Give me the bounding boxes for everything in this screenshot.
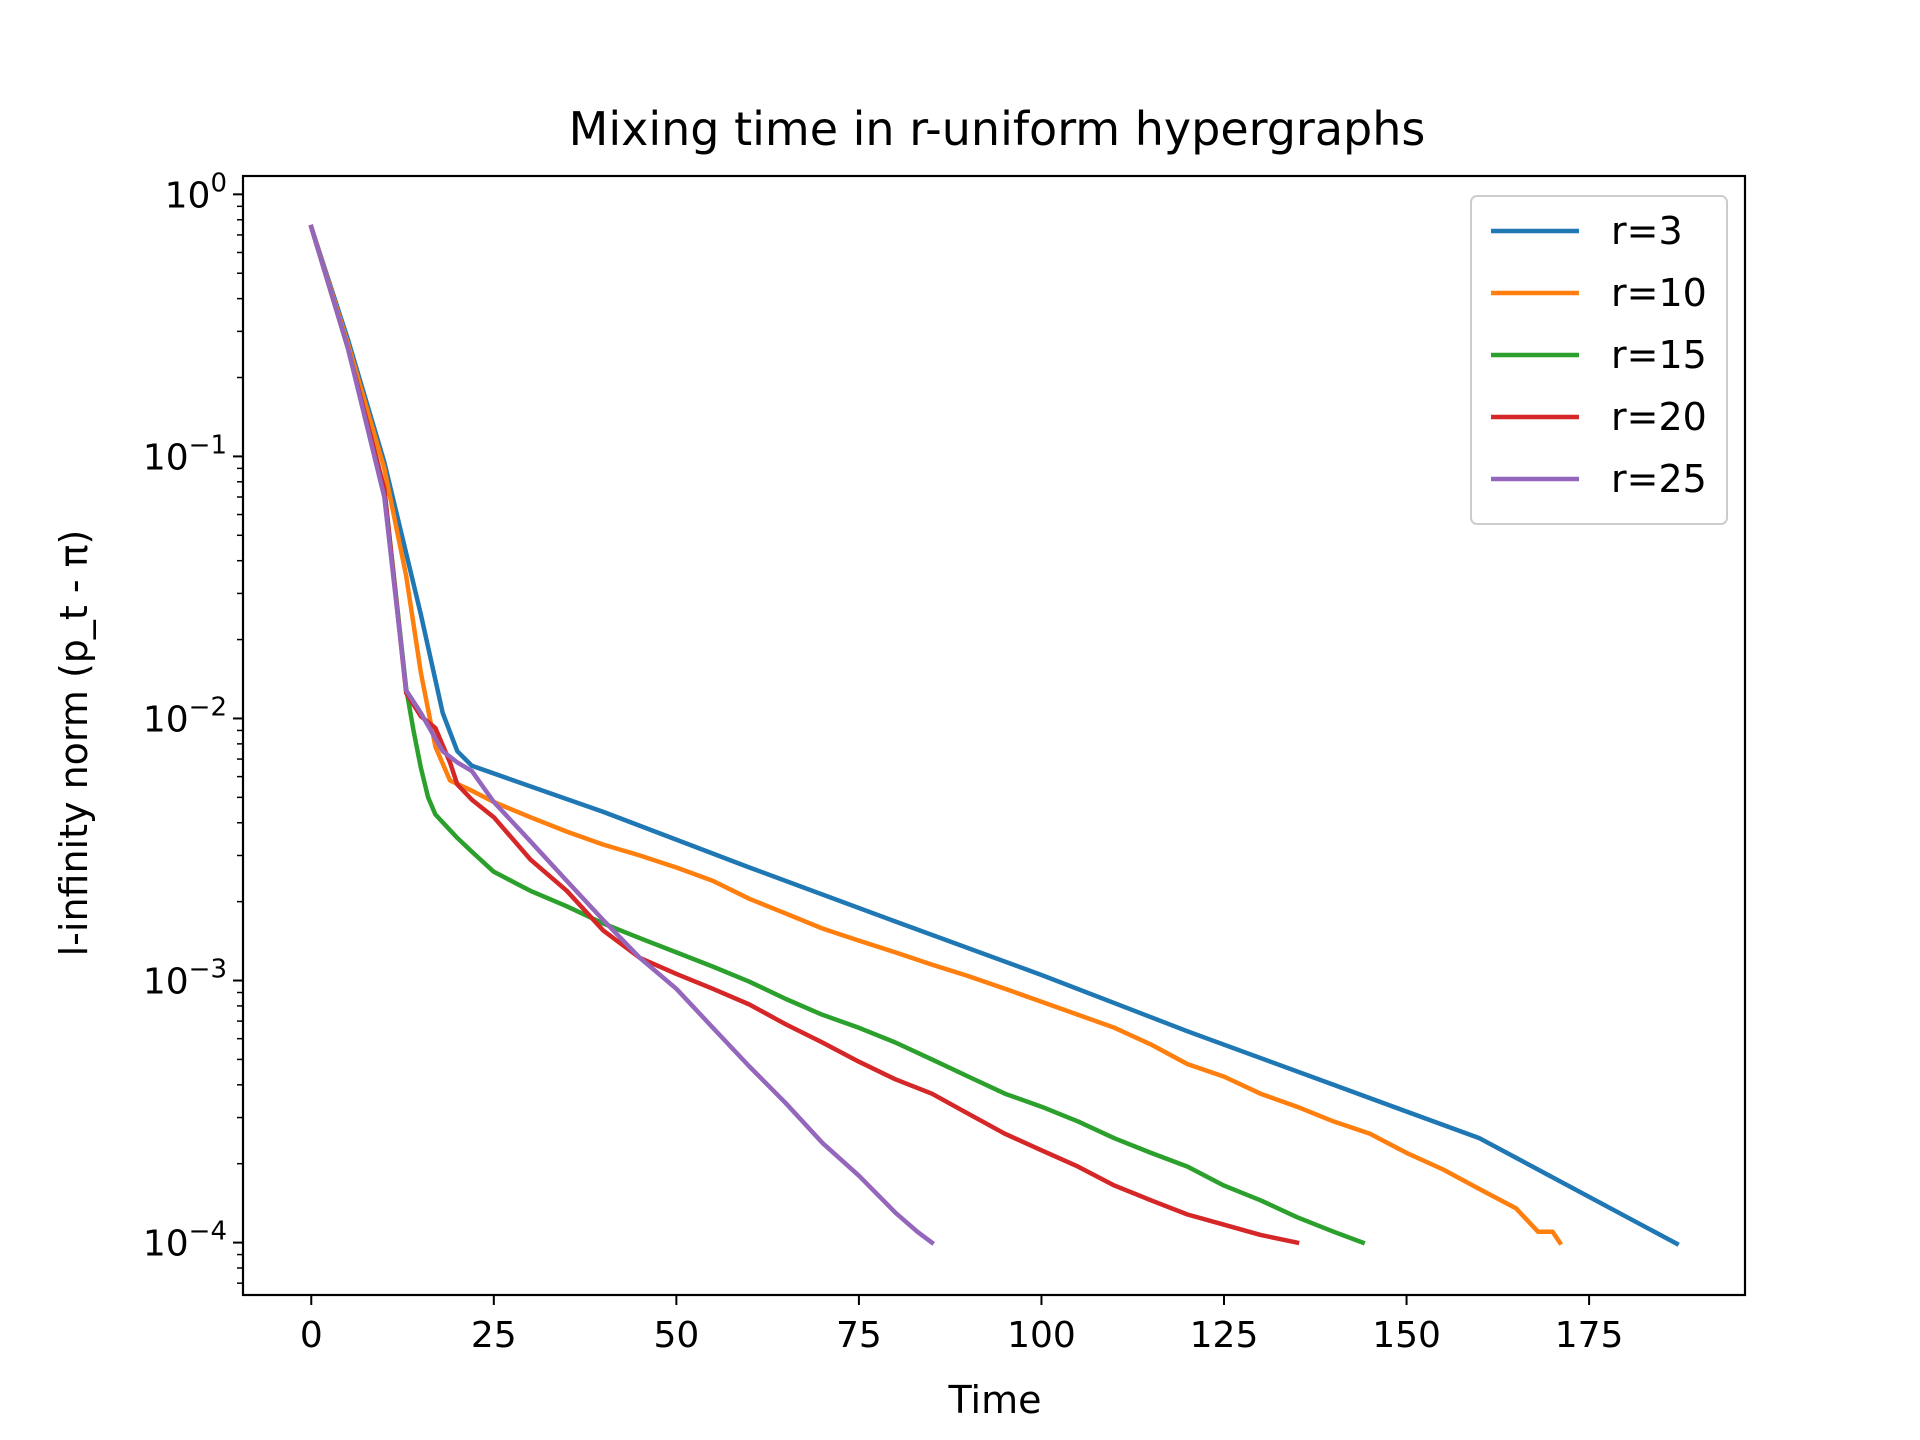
legend-label-r=10: r=10 [1611,271,1707,315]
series-line-r=3 [308,224,1680,1247]
x-tick-label-150: 150 [1372,1315,1441,1356]
y-axis-label: l-infinity norm (p_t - π) [52,530,96,957]
x-tick-label-25: 25 [471,1315,517,1356]
y-tick-label--2: 10−2 [143,692,227,740]
x-axis-label: Time [948,1378,1042,1422]
y-tick-label--4: 10−4 [143,1217,227,1265]
legend: r=3 r=10 r=15 r=20 r=25 [1470,195,1728,525]
y-tick-label-0: 100 [165,168,227,216]
legend-box [1470,195,1728,525]
x-tick-label-0: 0 [300,1315,323,1356]
plot-area: 0 25 50 75 100 125 150 175 100 10−1 10−2 10−3 10−4 [143,168,1747,1356]
y-tick-label--3: 10−3 [143,955,227,1003]
axes-frame [241,174,1747,1297]
legend-label-r=25: r=25 [1611,457,1707,501]
series-line-r=20 [308,224,1300,1246]
chart-title: Mixing time in r-uniform hypergraphs [569,102,1426,156]
series-line-r=25 [308,224,936,1246]
x-tick-label-75: 75 [836,1315,882,1356]
legend-label-r=15: r=15 [1611,333,1707,377]
x-tick-label-100: 100 [1007,1315,1076,1356]
legend-label-r=20: r=20 [1611,395,1707,439]
x-tick-label-125: 125 [1190,1315,1259,1356]
x-tick-label-50: 50 [653,1315,699,1356]
series-line-r=15 [308,224,1366,1246]
x-tick-label-175: 175 [1555,1315,1624,1356]
legend-label-r=3: r=3 [1611,209,1683,253]
y-tick-label--1: 10−1 [143,430,227,478]
